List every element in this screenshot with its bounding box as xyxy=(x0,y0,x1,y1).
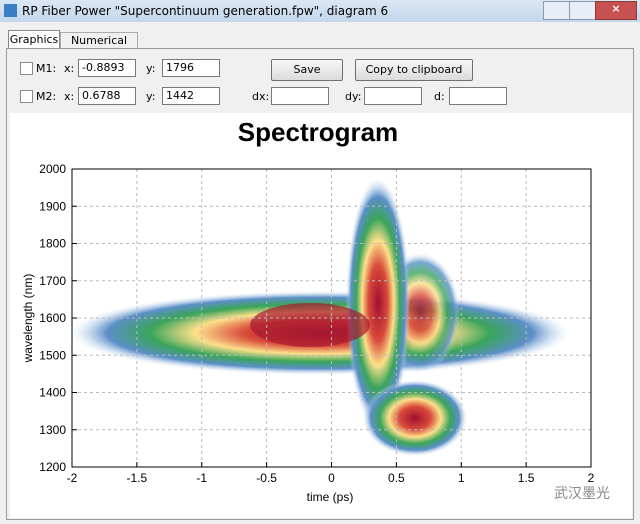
y-tick-label: 1300 xyxy=(39,423,66,437)
x-axis-label: time (ps) xyxy=(307,490,354,504)
minimize-button[interactable] xyxy=(543,1,570,20)
tab[interactable]: Numerical data xyxy=(60,32,138,62)
x-input[interactable]: -0.8893 xyxy=(78,59,136,77)
maximize-button[interactable] xyxy=(569,1,596,20)
heat-region xyxy=(250,303,370,347)
app-icon xyxy=(4,4,17,17)
y-tick-label: 1600 xyxy=(39,311,66,325)
spectrogram xyxy=(72,178,570,456)
copy-button[interactable]: Copy to clipboard xyxy=(355,59,473,81)
y-tick-label: 1500 xyxy=(39,348,66,362)
d-input[interactable] xyxy=(449,87,507,105)
heat-region xyxy=(346,178,410,428)
x-tick-label: 1.5 xyxy=(518,471,535,485)
close-button[interactable]: × xyxy=(595,1,637,20)
x-label: x: xyxy=(64,90,75,103)
tab[interactable]: Graphics xyxy=(8,30,60,49)
y-tick-label: 1200 xyxy=(39,460,66,474)
title-bar: RP Fiber Power "Supercontinuum generatio… xyxy=(0,0,640,22)
y-input[interactable]: 1442 xyxy=(162,87,220,105)
x-tick-label: 2 xyxy=(588,471,595,485)
x-tick-label: 0.5 xyxy=(388,471,405,485)
checkbox[interactable] xyxy=(20,62,33,75)
y-tick-label: 1700 xyxy=(39,274,66,288)
y-label: y: xyxy=(146,62,156,75)
marker-label: M2: xyxy=(36,90,57,103)
plot-frame xyxy=(71,168,592,468)
x-tick-label: -2 xyxy=(67,471,78,485)
dy-input[interactable] xyxy=(364,87,422,105)
chart-title: Spectrogram xyxy=(238,117,398,147)
checkbox[interactable] xyxy=(20,90,33,103)
chart: -2 -1.5 -1 -0.5 0 0.5 1 1.5 2 1200 1300 1400 1500 160… xyxy=(10,113,632,518)
heat-region xyxy=(363,380,467,456)
window-title: RP Fiber Power "Supercontinuum generatio… xyxy=(22,4,389,18)
y-input[interactable]: 1796 xyxy=(162,59,220,77)
d-label: d: xyxy=(434,90,445,103)
y-axis-label: wavelength (nm) xyxy=(21,274,35,364)
x-label: x: xyxy=(64,62,75,75)
x-tick-label: 0 xyxy=(328,471,335,485)
x-tick-label: -0.5 xyxy=(256,471,277,485)
y-tick-label: 2000 xyxy=(39,162,66,176)
x-tick-label: -1.5 xyxy=(127,471,148,485)
dy-label: dy: xyxy=(345,90,362,103)
y-tick-label: 1400 xyxy=(39,386,66,400)
marker-label: M1: xyxy=(36,62,57,75)
x-input[interactable]: 0.6788 xyxy=(78,87,136,105)
save-button[interactable]: Save xyxy=(271,59,343,81)
y-label: y: xyxy=(146,90,156,103)
x-tick-label: -1 xyxy=(196,471,207,485)
dx-label: dx: xyxy=(252,90,270,103)
x-tick-label: 1 xyxy=(458,471,465,485)
watermark: 武汉墨光 xyxy=(554,485,610,501)
y-tick-label: 1800 xyxy=(39,237,66,251)
y-tick-label: 1900 xyxy=(39,199,66,213)
dx-input[interactable] xyxy=(271,87,329,105)
